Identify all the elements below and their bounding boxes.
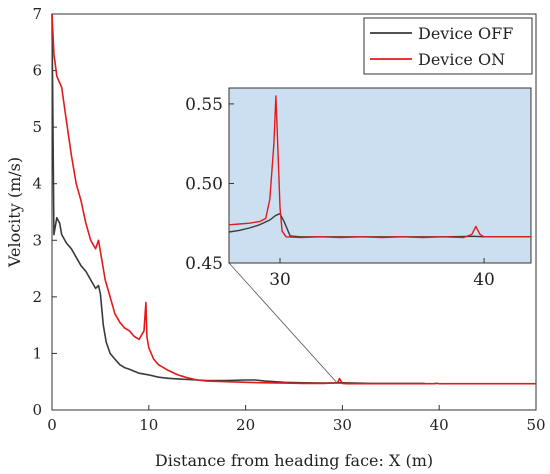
inset-chart: 30 40 0.45 0.50 0.55 bbox=[185, 87, 532, 290]
plot-area-frame bbox=[51, 13, 537, 411]
y-tick-label: 1 bbox=[32, 344, 42, 362]
y-tick-label: 4 bbox=[32, 175, 42, 193]
series-line-device-on bbox=[51, 13, 536, 385]
y-tick-label: 3 bbox=[32, 231, 42, 249]
x-tick-label: 40 bbox=[430, 416, 449, 434]
inset-x-tick-label: 40 bbox=[473, 270, 495, 290]
inset-y-tick-label: 0.45 bbox=[185, 254, 223, 274]
inset-y-tick-label: 0.55 bbox=[185, 95, 223, 115]
x-tick-label: 0 bbox=[47, 416, 57, 434]
inset-x-tick-label: 30 bbox=[269, 270, 291, 290]
inset-series-line-device-off bbox=[228, 212, 531, 238]
y-tick-label: 0 bbox=[32, 401, 42, 419]
series-line-device-off bbox=[51, 13, 425, 385]
x-axis-title: Distance from heading face: X (m) bbox=[155, 451, 433, 470]
inset-series-lines bbox=[228, 95, 531, 239]
y-tick-label: 5 bbox=[32, 118, 42, 136]
inset-axis-ticks: 30 40 0.45 0.50 0.55 bbox=[185, 95, 495, 290]
legend-box bbox=[363, 17, 533, 75]
y-axis-title: Velocity (m/s) bbox=[5, 157, 24, 268]
x-tick-label: 20 bbox=[236, 416, 255, 434]
inset-y-tick-label: 0.50 bbox=[185, 174, 223, 194]
y-tick-label: 6 bbox=[32, 62, 42, 80]
y-tick-label: 7 bbox=[32, 5, 42, 23]
zoom-indicator-line bbox=[228, 262, 338, 384]
y-tick-label: 2 bbox=[32, 288, 42, 306]
x-tick-label: 10 bbox=[139, 416, 158, 434]
inset-series-line-device-on bbox=[228, 95, 531, 239]
legend: Device OFF Device ON bbox=[363, 17, 533, 75]
legend-label-device-off: Device OFF bbox=[418, 24, 513, 43]
legend-label-device-on: Device ON bbox=[418, 50, 505, 69]
x-tick-label: 30 bbox=[333, 416, 352, 434]
main-series-lines bbox=[51, 13, 536, 385]
x-tick-label: 50 bbox=[526, 416, 545, 434]
